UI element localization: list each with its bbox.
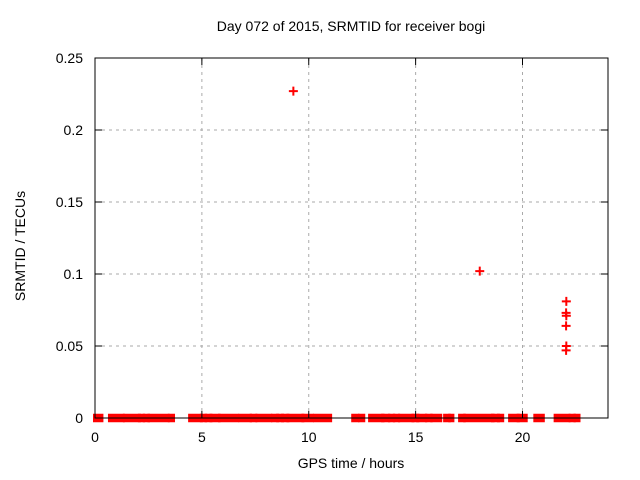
plot-border: [94, 57, 609, 419]
y-tick-label: 0.15: [56, 194, 83, 210]
plus-marker: [288, 86, 298, 96]
gridlines: [95, 58, 608, 418]
x-axis-label: GPS time / hours: [298, 455, 405, 471]
plus-marker: [561, 311, 571, 321]
tick-labels: 0 5 10 15 20 0 0.05 0.1 0.15 0.2 0.25: [56, 50, 531, 445]
data-points: [93, 86, 581, 423]
chart-title: Day 072 of 2015, SRMTID for receiver bog…: [217, 18, 485, 34]
plus-marker: [561, 321, 571, 331]
y-tick-label: 0.05: [56, 338, 83, 354]
y-axis-label: SRMTID / TECUs: [12, 191, 28, 301]
x-tick-label: 0: [91, 429, 99, 445]
x-tick-label: 5: [198, 429, 206, 445]
x-tick-label: 10: [301, 429, 317, 445]
x-tick-label: 15: [408, 429, 424, 445]
axis-ticks: [94, 57, 608, 419]
x-tick-label: 20: [515, 429, 531, 445]
y-tick-label: 0.2: [64, 122, 84, 138]
plus-marker: [475, 266, 485, 276]
y-tick-label: 0: [75, 410, 83, 426]
plus-marker: [561, 296, 571, 306]
y-tick-label: 0.1: [64, 266, 84, 282]
plus-marker: [561, 345, 571, 355]
y-tick-label: 0.25: [56, 50, 83, 66]
